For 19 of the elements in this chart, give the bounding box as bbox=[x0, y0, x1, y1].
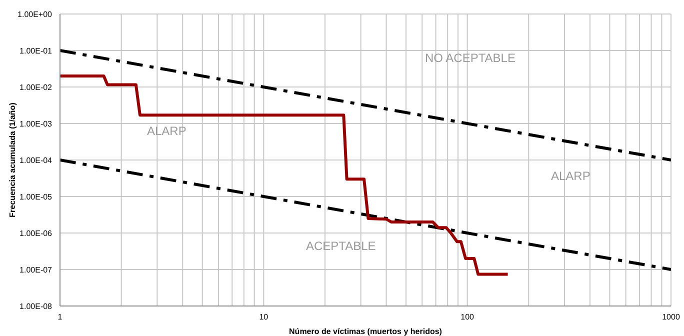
y-tick-label: 1.00E-03 bbox=[20, 119, 53, 128]
y-tick-label: 1.00E+00 bbox=[18, 10, 53, 19]
x-axis-title: Número de víctimas (muertos y heridos) bbox=[289, 327, 442, 336]
x-tick-label: 10 bbox=[259, 312, 269, 322]
y-axis-title: Frecuencia acumulada (1/año) bbox=[8, 102, 17, 218]
annotation: ALARP bbox=[147, 124, 186, 138]
x-tick-label: 100 bbox=[460, 312, 475, 322]
x-tick-label: 1 bbox=[58, 312, 63, 322]
y-tick-label: 1.00E-01 bbox=[20, 46, 53, 56]
y-tick-label: 1.00E-06 bbox=[20, 228, 53, 238]
y-tick-label: 1.00E-02 bbox=[20, 82, 53, 92]
y-tick-label: 1.00E-08 bbox=[20, 302, 53, 311]
y-tick-label: 1.00E-07 bbox=[20, 265, 53, 274]
annotation: NO ACEPTABLE bbox=[425, 51, 516, 65]
y-tick-label: 1.00E-04 bbox=[20, 156, 53, 165]
x-tick-label: 1000 bbox=[662, 312, 680, 322]
annotation: ALARP bbox=[551, 169, 590, 183]
annotation: ACEPTABLE bbox=[306, 239, 376, 253]
y-tick-label: 1.00E-05 bbox=[20, 192, 53, 202]
